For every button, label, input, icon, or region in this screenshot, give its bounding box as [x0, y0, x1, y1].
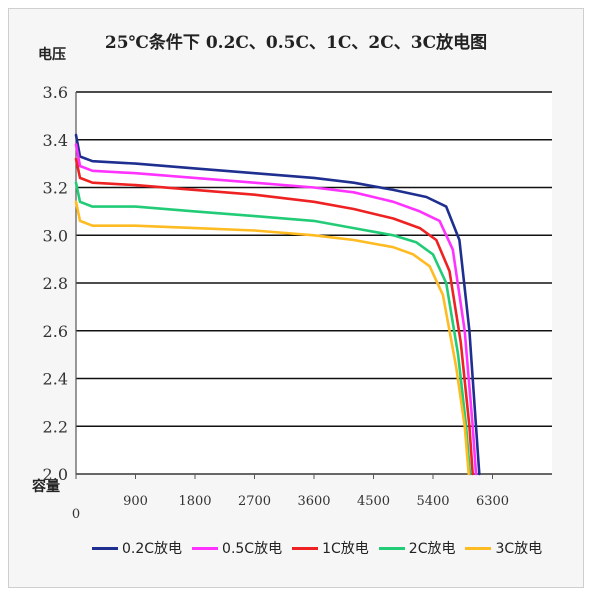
x-tick-label: 3600 [297, 494, 330, 509]
legend-swatch [292, 546, 319, 550]
legend-label: 2C放电 [408, 541, 456, 557]
chart-legend: 0.2C放电 0.5C放电 1C放电 2C放电 3C放电 [92, 538, 542, 558]
legend-swatch [465, 546, 492, 550]
x-tick-label: 5400 [416, 494, 449, 509]
legend-label: 0.2C放电 [122, 541, 183, 557]
series-line-1 [74, 133, 481, 476]
legend-item-4: 2C放电 [378, 538, 456, 558]
x-tick-label: 0 [72, 507, 80, 522]
x-tick-label: 2700 [238, 494, 271, 509]
x-tick-label: 6300 [476, 494, 509, 509]
y-tick-label: 2.4 [43, 370, 68, 389]
chart-title: 25℃条件下 0.2C、0.5C、1C、2C、3C放电图 [104, 33, 488, 53]
legend-item-2: 0.5C放电 [192, 538, 282, 558]
series-line-5 [74, 200, 471, 476]
y-tick-label: 3.4 [43, 131, 68, 150]
y-tick-label: 2.8 [43, 274, 68, 293]
x-tick-label: 900 [123, 494, 148, 509]
x-tick-label: 4500 [357, 494, 390, 509]
series-line-4 [74, 181, 472, 476]
legend-item-5: 3C放电 [465, 538, 542, 558]
legend-item-3: 1C放电 [292, 538, 369, 558]
y-axis-label: 电压 [38, 47, 66, 63]
legend-swatch [192, 546, 219, 550]
legend-swatch [92, 546, 118, 550]
legend-label: 3C放电 [495, 541, 543, 557]
y-tick-label: 2.2 [43, 417, 68, 436]
x-tick-label: 1800 [178, 494, 211, 509]
y-tick-label: 3.2 [43, 179, 68, 198]
y-tick-label: 2.6 [43, 322, 68, 341]
series-line-2 [74, 143, 478, 476]
legend-label: 1C放电 [322, 541, 369, 557]
y-tick-label: 3.6 [43, 83, 68, 102]
legend-item-1: 0.2C放电 [92, 538, 182, 558]
x-axis-label: 容量 [32, 479, 60, 495]
legend-label: 0.5C放电 [222, 541, 283, 557]
y-tick-label: 3.0 [43, 226, 68, 245]
y-tick-label: 2.0 [43, 465, 68, 484]
series-line-3 [74, 157, 475, 476]
legend-swatch [378, 546, 405, 550]
